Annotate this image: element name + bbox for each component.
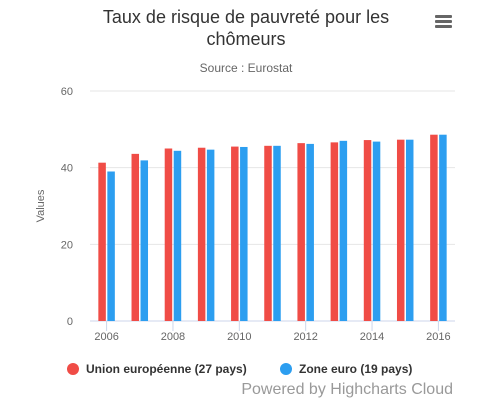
x-tick-label: 2014 — [360, 331, 384, 343]
bar-zone-euro-2013[interactable] — [339, 140, 348, 321]
grid-lines — [90, 90, 455, 322]
legend-label: Union européenne (27 pays) — [86, 362, 247, 376]
legend: Union européenne (27 pays) Zone euro (19… — [67, 362, 412, 376]
y-axis-title: Values — [35, 189, 47, 222]
legend-item-zone-euro[interactable]: Zone euro (19 pays) — [280, 362, 412, 376]
bar-union-europeenne-2009[interactable] — [197, 147, 206, 321]
chart-subtitle: Source : Eurostat — [200, 61, 293, 75]
bar-union-europeenne-2010[interactable] — [231, 146, 239, 321]
chart-title-line-1: Taux de risque de pauvreté pour les — [103, 7, 389, 27]
x-axis-ticks: 2006 2008 2010 2012 2014 2016 — [94, 321, 451, 343]
bar-series — [98, 134, 447, 322]
bar-union-europeenne-2016[interactable] — [430, 134, 438, 321]
legend-item-union-europeenne[interactable]: Union européenne (27 pays) — [67, 362, 247, 376]
y-tick-label: 60 — [61, 86, 73, 98]
bar-union-europeenne-2011[interactable] — [264, 145, 272, 321]
legend-label: Zone euro (19 pays) — [299, 362, 412, 376]
bar-zone-euro-2006[interactable] — [107, 171, 115, 322]
bar-zone-euro-2015[interactable] — [405, 139, 414, 321]
bar-union-europeenne-2013[interactable] — [330, 142, 339, 321]
y-axis-ticks: 0 20 40 60 — [61, 86, 73, 328]
bar-zone-euro-2007[interactable] — [140, 160, 149, 321]
bar-zone-euro-2008[interactable] — [173, 150, 182, 321]
legend-symbol — [280, 363, 292, 375]
bar-zone-euro-2009[interactable] — [206, 149, 215, 321]
x-tick-label: 2006 — [94, 331, 118, 343]
bar-zone-euro-2014[interactable] — [372, 141, 381, 321]
y-tick-label: 40 — [61, 163, 73, 175]
legend-symbol — [67, 363, 79, 375]
x-tick-label: 2012 — [293, 331, 317, 343]
y-tick-label: 20 — [61, 239, 73, 251]
chart-title-line-2: chômeurs — [206, 29, 285, 49]
bar-union-europeenne-2008[interactable] — [164, 148, 173, 322]
bar-zone-euro-2016[interactable] — [439, 134, 447, 321]
bar-zone-euro-2010[interactable] — [240, 146, 248, 321]
x-tick-label: 2008 — [161, 331, 185, 343]
bar-union-europeenne-2015[interactable] — [396, 139, 405, 321]
y-tick-label: 0 — [67, 316, 73, 328]
bar-union-europeenne-2012[interactable] — [297, 143, 305, 321]
credits-link[interactable]: Powered by Highcharts Cloud — [241, 381, 453, 398]
bar-union-europeenne-2007[interactable] — [131, 153, 140, 321]
bar-zone-euro-2012[interactable] — [306, 143, 314, 321]
bar-zone-euro-2011[interactable] — [273, 145, 281, 321]
bar-union-europeenne-2006[interactable] — [98, 162, 106, 321]
bar-union-europeenne-2014[interactable] — [363, 140, 372, 321]
x-tick-label: 2010 — [227, 331, 251, 343]
hamburger-menu-icon[interactable] — [430, 8, 456, 32]
x-tick-label: 2016 — [426, 331, 450, 343]
